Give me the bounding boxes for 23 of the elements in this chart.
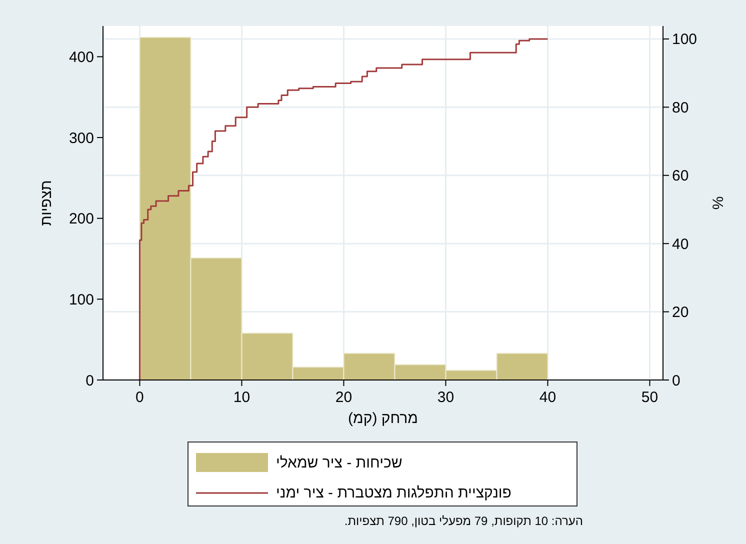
- y-tick-label: 400: [68, 48, 94, 66]
- y-tick-label: 0: [86, 372, 94, 390]
- legend-label: שכיחות - ציר שמאלי: [276, 454, 402, 472]
- y2-tick-label: 40: [672, 236, 689, 253]
- y-tick-label: 200: [68, 210, 94, 228]
- y-axis-title: תצפיות: [38, 180, 55, 226]
- y-tick-label: 300: [68, 130, 94, 147]
- x-axis-title: מרחק (קמ): [348, 410, 418, 427]
- legend-label: פונקציית התפלגות מצטברת - ציר ימני: [276, 484, 512, 502]
- y2-tick-label: 80: [672, 99, 689, 116]
- y2-tick-label: 60: [672, 168, 689, 185]
- y2-axis-title: %: [710, 196, 727, 210]
- x-tick-label: 50: [641, 389, 658, 406]
- x-tick-label: 40: [539, 389, 556, 406]
- text: הערה: 10 תקופות, 79 מפעלי בטון, 790 תצפיות.: [344, 514, 583, 528]
- x-tick-label: 30: [437, 389, 454, 406]
- y2-tick-label: 0: [672, 372, 680, 390]
- y-tick-label: 100: [68, 291, 94, 308]
- x-tick-label: 20: [335, 389, 352, 406]
- y2-tick-label: 100: [672, 31, 698, 48]
- y2-tick-label: 20: [672, 304, 689, 322]
- x-tick-label: 0: [136, 389, 144, 406]
- x-tick-label: 10: [233, 389, 250, 406]
